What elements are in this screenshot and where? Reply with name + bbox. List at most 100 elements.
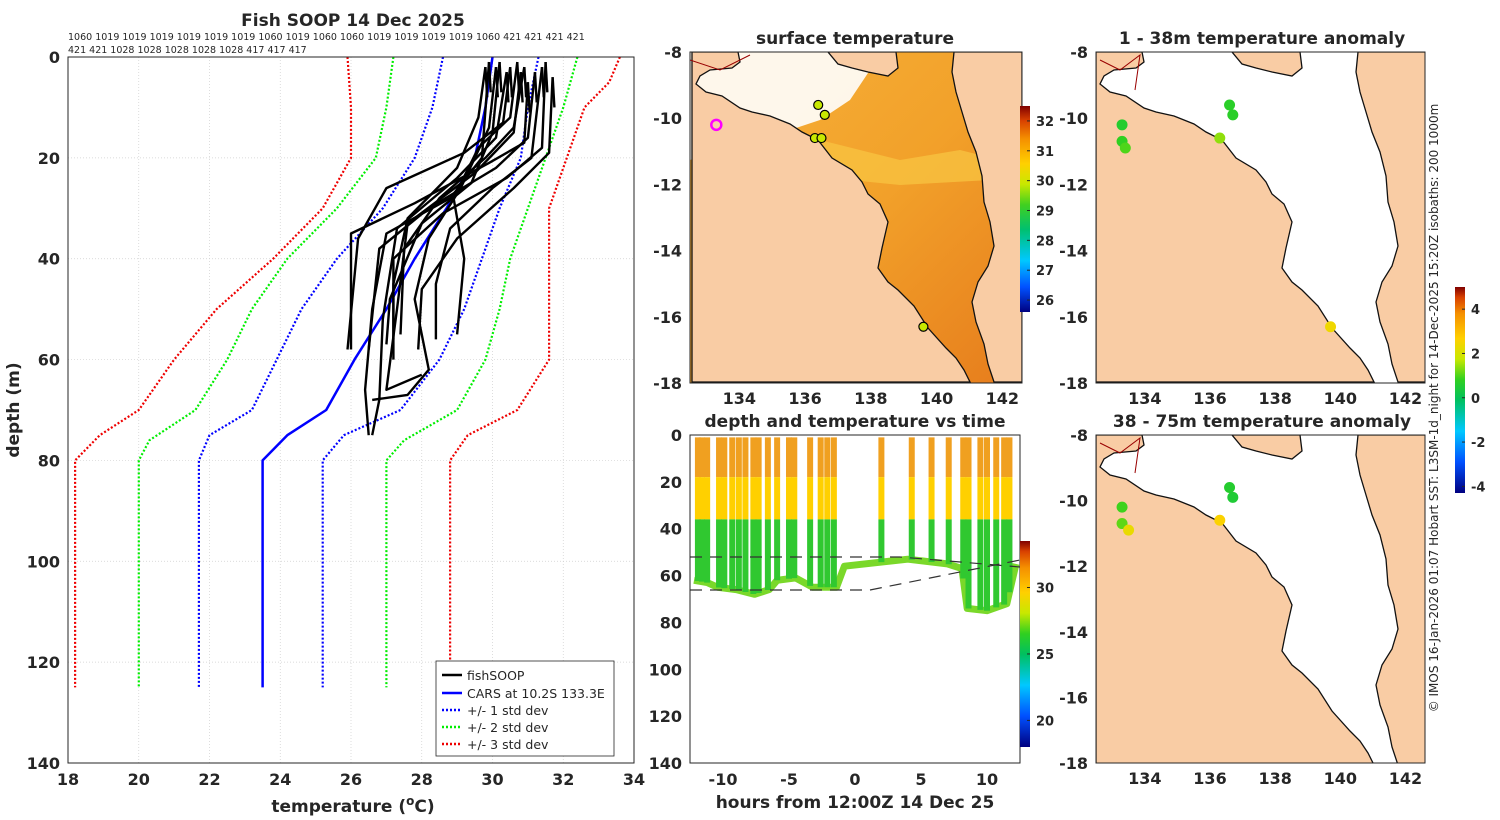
map-ytick-label: -8 — [1070, 426, 1088, 445]
fishsoop-profile — [372, 66, 498, 402]
depth-time-ytick-label: 80 — [660, 613, 682, 632]
depth-time-ytick-label: 120 — [649, 707, 682, 726]
anomaly-lower-point — [1227, 491, 1239, 503]
legend-box — [435, 660, 615, 757]
sst-vessel-marker — [816, 132, 827, 144]
map-xtick-label: 138 — [854, 389, 887, 408]
profile-xtick-label: 18 — [57, 770, 79, 789]
map-xtick-label: 142 — [986, 389, 1019, 408]
profile-ytick-label: 100 — [27, 552, 60, 571]
depth-time-xtick-label: -10 — [709, 770, 738, 789]
colorbar-tick-label: -2 — [1471, 436, 1485, 451]
map-ytick-label: -10 — [653, 109, 682, 128]
fishsoop-profile-top — [498, 61, 503, 93]
fishsoop-profile — [392, 61, 547, 360]
profile-line--2sd — [137, 56, 395, 688]
fishsoop-profile — [385, 61, 501, 345]
fishsoop-profile-top — [551, 77, 556, 108]
map-xtick-label: 134 — [723, 389, 756, 408]
profile-xtick-label: 26 — [340, 770, 362, 789]
profile-axes-frame — [67, 56, 635, 764]
profile-ytick-label: 140 — [27, 754, 60, 773]
sst-colorbar-ticks: 26 27 28 29 30 31 32 — [1027, 115, 1054, 309]
credit-text: © IMOS 16-Jan-2026 01:07 Hobart SST: L3S… — [1427, 104, 1441, 713]
profile-header-row1: 1060 1019 1019 1019 1019 1019 1019 1060 … — [68, 32, 585, 43]
profile-line-CARS — [261, 56, 494, 688]
colorbar-tick-label: 32 — [1036, 115, 1054, 130]
map-ytick-label: -12 — [1059, 175, 1088, 194]
anomaly-lower-points — [1116, 481, 1239, 536]
anomaly-upper-point — [1325, 321, 1337, 333]
anomaly-lower-panel: 134 136 138 140 142 -8 -10 -12 -14 -16 -18 38 - 75… — [1059, 412, 1426, 788]
colorbar-tick-label: 0 — [1471, 392, 1480, 407]
map-ytick-label: -14 — [1059, 623, 1088, 642]
colorbar-tick-label: 28 — [1036, 234, 1054, 249]
profile-panel: 18 20 22 24 26 28 30 32 34 0 20 40 60 80 100 120 140 Fis… — [4, 11, 645, 817]
legend-label-fish: fishSOOP — [467, 668, 525, 683]
depth-time-colorbar-ticks: 20 25 30 — [1027, 582, 1054, 729]
depth-time-xtick-label: -5 — [780, 770, 798, 789]
profile-title: Fish SOOP 14 Dec 2025 — [241, 11, 465, 31]
colorbar-tick-label: 31 — [1036, 145, 1054, 160]
depth-time-ytick-label: 40 — [660, 520, 682, 539]
colorbar-tick-label: -4 — [1471, 480, 1485, 495]
sst-title: surface temperature — [756, 29, 954, 49]
legend-label-sd2: +/- 2 std dev — [467, 720, 549, 735]
depth-time-dashed-lower — [690, 559, 1020, 591]
anomaly-upper-axes-frame — [1095, 51, 1426, 384]
fishsoop-profile-top — [505, 72, 510, 103]
fishsoop-profile-top — [544, 61, 549, 93]
profile-xlabel: temperature (oC) — [271, 794, 434, 817]
profile-legend: fishSOOP CARS at 10.2S 133.3E +/- 1 std … — [435, 660, 615, 757]
anomaly-lower-point — [1123, 524, 1135, 536]
map-ytick-label: -10 — [1059, 109, 1088, 128]
depth-time-bottom-trace — [693, 555, 1020, 615]
map-ytick-label: -8 — [664, 43, 682, 62]
profile-xlabel-sup: o — [406, 794, 414, 808]
fishsoop-profile — [417, 77, 554, 350]
map-xtick-label: 140 — [1324, 389, 1357, 408]
sst-vessel-markers — [710, 99, 929, 332]
profile-xtick-label: 22 — [198, 770, 220, 789]
anomaly-upper-tick-labels: 134 136 138 140 142 -8 -10 -12 -14 -16 -18 — [1059, 43, 1422, 408]
map-xtick-label: 140 — [920, 389, 953, 408]
depth-time-area — [690, 437, 1020, 615]
map-xtick-label: 134 — [1128, 769, 1161, 788]
anomaly-lower-tick-labels: 134 136 138 140 142 -8 -10 -12 -14 -16 -18 — [1059, 426, 1422, 788]
fishsoop-profile — [367, 71, 537, 350]
profile-ytick-label: 80 — [38, 451, 60, 470]
colorbar-tick-label: 2 — [1471, 347, 1480, 362]
map-ytick-label: -16 — [653, 308, 682, 327]
profile-ytick-label: 0 — [49, 48, 60, 67]
anomaly-upper-point — [1116, 119, 1128, 131]
colorbar-tick-label: 25 — [1036, 648, 1054, 663]
anomaly-lower-point — [1214, 514, 1226, 526]
profile-xtick-label: 30 — [481, 770, 503, 789]
sst-isobath — [690, 54, 751, 71]
map-ytick-label: -16 — [1059, 308, 1088, 327]
map-ytick-label: -14 — [653, 242, 682, 261]
anomaly-lower-area — [1096, 435, 1425, 763]
profile-xtick-label: 34 — [623, 770, 645, 789]
anomaly-lower-isobath — [1099, 436, 1141, 474]
profile-ylabel: depth (m) — [4, 362, 24, 457]
anomaly-colorbar-ticks: -4 -2 0 2 4 — [1462, 303, 1485, 495]
anomaly-upper-point — [1224, 99, 1236, 111]
depth-time-casts — [693, 437, 1020, 615]
anomaly-upper-points — [1116, 99, 1337, 333]
colorbar-tick-label: 30 — [1036, 582, 1054, 597]
legend-label-sd1: +/- 1 std dev — [467, 703, 549, 718]
depth-time-xlabel: hours from 12:00Z 14 Dec 25 — [716, 793, 995, 813]
profile-xtick-label: 28 — [411, 770, 433, 789]
legend-label-sd3: +/- 3 std dev — [467, 737, 549, 752]
map-ytick-label: -14 — [1059, 242, 1088, 261]
profile-line-+1sd — [321, 56, 540, 688]
map-xtick-label: 136 — [1193, 769, 1226, 788]
sst-tick-labels: 134 136 138 140 142 -8 -10 -12 -14 -16 -18 — [653, 43, 1019, 408]
fishsoop-profile-top — [519, 72, 524, 103]
fishsoop-profile — [346, 66, 512, 350]
fishsoop-profile — [363, 61, 491, 436]
profile-xlabel-unit: C) — [414, 797, 434, 817]
